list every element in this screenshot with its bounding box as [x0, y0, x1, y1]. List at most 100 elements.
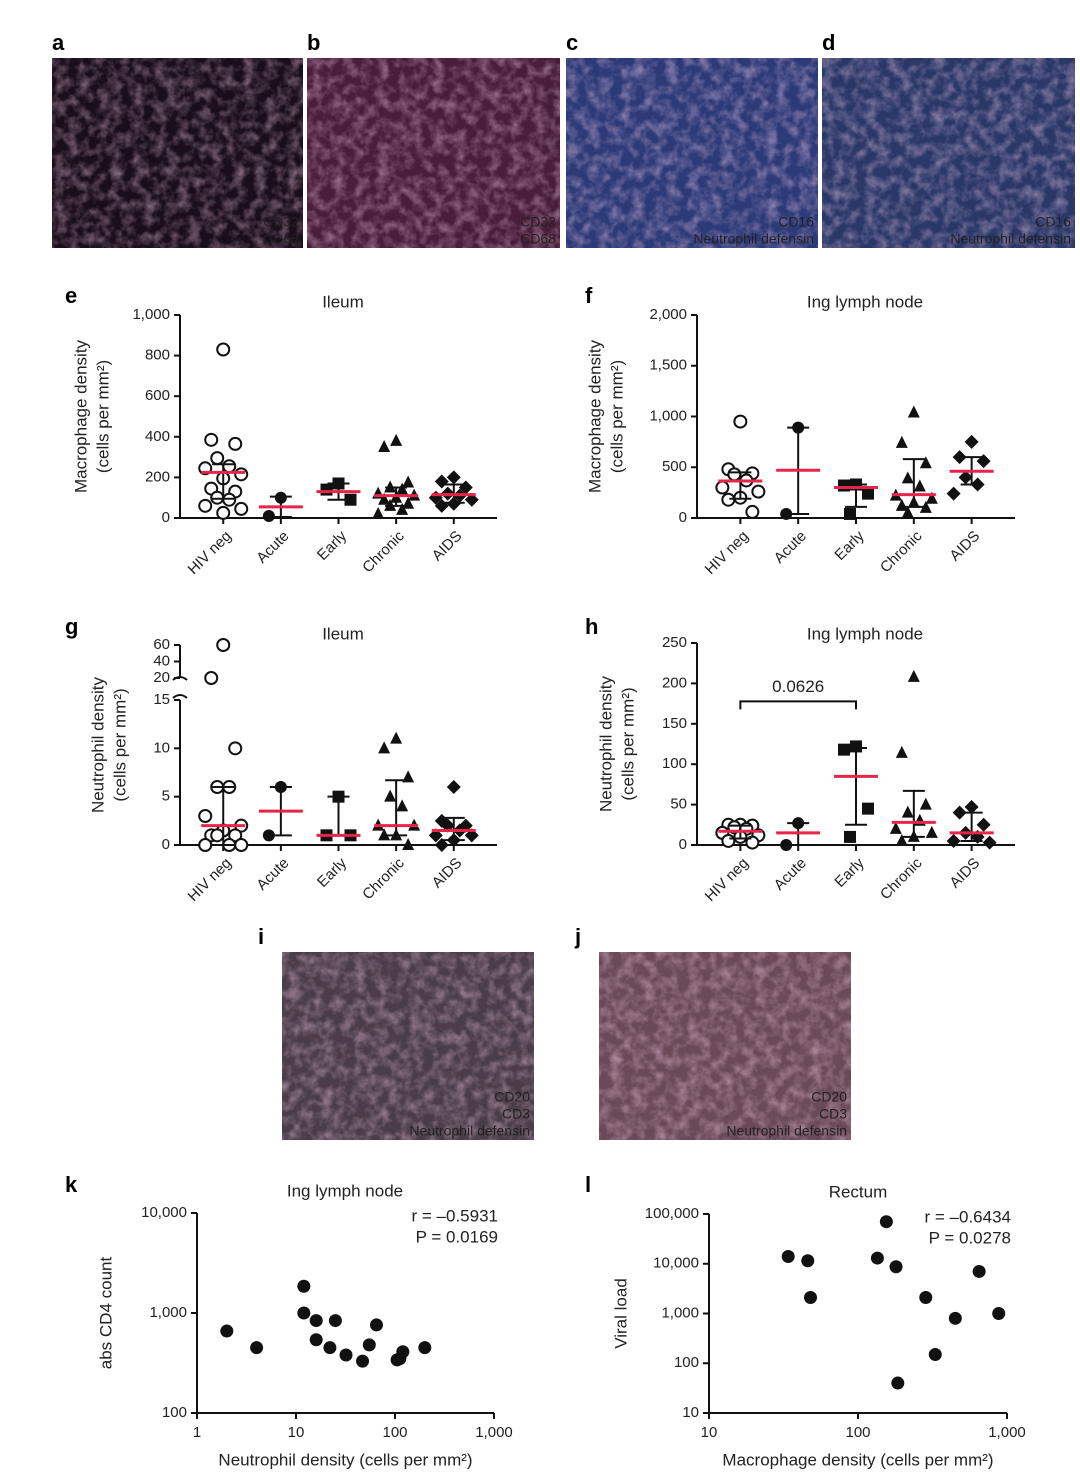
x-tick-label: Acute: [771, 528, 810, 567]
axis-break: [172, 676, 188, 699]
y-tick-label: 0: [162, 836, 170, 853]
data-point: [234, 501, 249, 516]
chart-title: Ileum: [322, 292, 364, 311]
x-tick-label: 10: [701, 1424, 718, 1441]
y-axis-label: Neutrophil density: [596, 675, 615, 812]
y-tick-label: 100: [662, 755, 687, 772]
data-point: [309, 1333, 323, 1347]
data-point: [913, 813, 926, 826]
data-point: [801, 1254, 815, 1268]
micrograph-texture: [52, 58, 303, 248]
y-tick-label: 800: [145, 347, 170, 364]
significance-bracket: [739, 700, 857, 710]
y-axis-label: (cells per mm²): [618, 687, 637, 800]
y-axis-label: Viral load: [611, 1278, 630, 1349]
y-axis-label: Macrophage density: [585, 339, 604, 493]
stain-label: CD3: [502, 1106, 530, 1122]
data-point: [727, 467, 742, 482]
data-point: [446, 470, 461, 485]
data-point: [228, 828, 243, 843]
data-point: [907, 669, 920, 682]
data-point: [946, 833, 961, 848]
panel-letter: k: [65, 1172, 78, 1197]
significance-label: 0.0626: [772, 677, 824, 696]
y-tick-label: 2,000: [649, 306, 687, 323]
x-tick-label: 1,000: [988, 1424, 1026, 1441]
data-point: [297, 1306, 311, 1320]
y-tick-label: 250: [662, 634, 687, 651]
y-tick-label: 200: [662, 674, 687, 691]
data-point: [972, 1264, 986, 1278]
data-point: [907, 405, 920, 418]
data-point: [919, 456, 932, 469]
data-point: [862, 487, 874, 500]
data-point: [396, 502, 409, 515]
data-point: [895, 833, 908, 846]
data-point: [862, 802, 874, 815]
data-point: [396, 482, 409, 495]
chart-title: Rectum: [829, 1182, 888, 1201]
data-point: [992, 1307, 1006, 1320]
y-axis-label: Macrophage density: [71, 339, 90, 493]
data-point: [390, 731, 403, 744]
y-tick-label: 100,000: [645, 1205, 699, 1222]
data-point: [925, 825, 938, 838]
data-point: [323, 1341, 337, 1355]
data-point: [891, 1376, 905, 1390]
y-tick-label: 5: [162, 788, 170, 805]
stat-annotation: r = –0.6434: [925, 1207, 1012, 1226]
y-axis-label: abs CD4 count: [96, 1256, 115, 1369]
stain-label: CD3: [819, 1106, 847, 1122]
panel-letter: a: [52, 30, 65, 55]
x-tick-label: Chronic: [877, 527, 926, 576]
chart-title: Ileum: [322, 624, 364, 643]
data-point: [928, 1347, 942, 1361]
data-point: [198, 809, 213, 823]
data-point: [879, 1215, 893, 1229]
data-point: [378, 741, 391, 754]
data-point: [844, 830, 856, 843]
x-tick-label: Early: [831, 527, 868, 564]
data-point: [378, 439, 391, 452]
y-tick-label: 0: [162, 509, 170, 526]
x-tick-label: 1,000: [475, 1424, 513, 1441]
x-tick-label: 100: [382, 1424, 407, 1441]
data-point: [733, 414, 748, 429]
y-tick-label: 10: [153, 739, 170, 756]
data-point: [396, 799, 409, 812]
data-point: [870, 1251, 884, 1265]
data-point: [204, 432, 219, 447]
y-tick-label: 150: [662, 715, 687, 732]
y-tick-label: 0: [679, 836, 687, 853]
data-point: [262, 509, 275, 522]
micrograph-texture: [566, 58, 818, 248]
x-tick-label: AIDS: [429, 528, 466, 565]
data-point: [952, 805, 967, 820]
y-tick-label: 400: [145, 428, 170, 445]
data-point: [952, 450, 967, 465]
stain-label: CD68: [520, 231, 556, 247]
stain-label: Neutrophil defensin: [693, 231, 814, 247]
data-point: [297, 1279, 311, 1293]
data-point: [396, 1345, 410, 1359]
data-point: [384, 789, 397, 802]
x-tick-label: 1: [193, 1424, 201, 1441]
data-point: [838, 479, 850, 492]
data-point: [948, 1311, 962, 1325]
data-point: [946, 486, 961, 501]
data-point: [751, 484, 766, 499]
data-point: [958, 470, 973, 485]
data-point: [919, 500, 932, 513]
data-point: [745, 835, 760, 850]
chart-title: Ing lymph node: [287, 1181, 403, 1200]
data-point: [721, 833, 736, 848]
data-point: [919, 1290, 933, 1304]
y-axis-label: Neutrophil density: [88, 676, 107, 813]
panel-letter: f: [585, 283, 593, 308]
data-point: [198, 498, 213, 513]
data-point: [964, 800, 979, 815]
micrograph-texture: [307, 58, 560, 248]
x-tick-label: 10: [288, 1424, 305, 1441]
data-point: [721, 492, 736, 507]
